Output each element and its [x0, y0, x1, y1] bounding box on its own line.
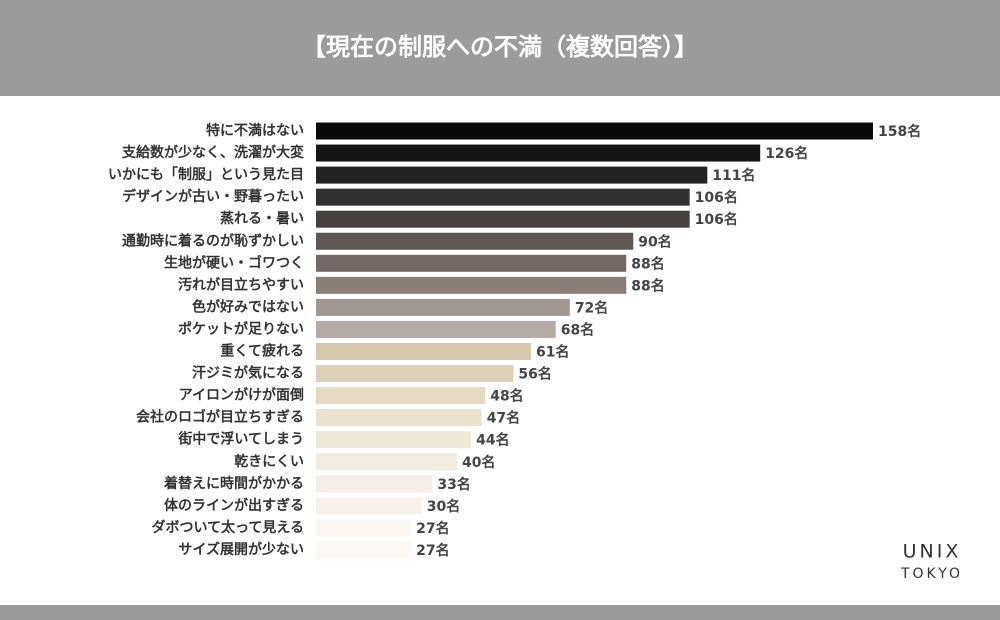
value-label: 40名	[462, 454, 495, 471]
category-label: 乾きにくい	[234, 453, 304, 470]
bar	[316, 365, 514, 383]
bar	[316, 387, 486, 405]
value-label: 88名	[631, 255, 664, 272]
category-label: 生地が硬い・ゴワつく	[164, 254, 304, 271]
category-label: 着替えに時間がかかる	[163, 475, 304, 492]
category-label: 特に不満はない	[206, 122, 304, 139]
value-label: 27名	[416, 542, 449, 559]
value-label: 33名	[437, 476, 470, 493]
category-label: 体のラインが出すぎる	[164, 497, 304, 514]
bar	[316, 232, 634, 250]
bar	[316, 144, 761, 162]
category-label: ダボついて太って見える	[152, 519, 304, 536]
bar	[316, 254, 627, 272]
value-label: 56名	[518, 366, 551, 383]
value-label: 126名	[765, 145, 808, 162]
category-label: 汚れが目立ちやすい	[178, 276, 304, 293]
bar	[316, 541, 412, 559]
category-label: 支給数が少なく、洗濯が大変	[121, 144, 304, 161]
value-label: 68名	[561, 321, 594, 338]
bar	[316, 519, 412, 537]
value-label: 88名	[631, 277, 664, 294]
value-label: 30名	[427, 498, 460, 515]
bar	[316, 409, 482, 427]
bar	[316, 298, 570, 316]
bar	[316, 122, 873, 140]
bar	[316, 343, 532, 360]
footer-band	[0, 605, 1000, 620]
value-label: 27名	[416, 520, 449, 537]
category-label: ポケットが足りない	[178, 320, 304, 337]
value-label: 48名	[490, 388, 523, 405]
value-label: 61名	[536, 344, 569, 361]
category-label: 通勤時に着るのが恥ずかしい	[122, 232, 304, 249]
logo-line2: TOKYO	[900, 566, 963, 582]
value-label: 44名	[476, 432, 509, 449]
bar	[316, 210, 690, 228]
bar	[316, 166, 708, 184]
category-label: 会社のロゴが目立ちすぎる	[136, 409, 304, 426]
logo-line1: UNIX	[903, 541, 962, 563]
bar	[316, 276, 627, 294]
category-label: 街中で浮いてしまう	[177, 431, 304, 448]
bar	[316, 453, 458, 471]
bar	[316, 431, 472, 449]
category-label: 重くて疲れる	[220, 343, 304, 360]
value-label: 72名	[575, 299, 608, 316]
value-label: 47名	[487, 410, 520, 427]
category-label: アイロンがけが面倒	[179, 387, 304, 404]
bar	[316, 475, 433, 493]
bar	[316, 320, 556, 338]
bar	[316, 497, 422, 515]
bar	[316, 188, 690, 206]
category-label: サイズ展開が少ない	[178, 541, 304, 558]
category-label: 汗ジミが気になる	[192, 365, 304, 382]
category-label: デザインが古い・野暮ったい	[122, 188, 304, 205]
category-label: いかにも「制服」という見た目	[108, 166, 304, 183]
value-label: 158名	[878, 123, 921, 140]
header-band	[0, 0, 1000, 96]
chart-title: 【現在の制服への不満（複数回答）】	[302, 33, 698, 61]
value-label: 111名	[712, 167, 755, 184]
value-label: 106名	[695, 211, 738, 228]
category-label: 色が好みではない	[192, 298, 304, 315]
value-label: 106名	[695, 189, 738, 206]
category-label: 蒸れる・暑い	[220, 210, 304, 227]
value-label: 90名	[638, 233, 671, 250]
